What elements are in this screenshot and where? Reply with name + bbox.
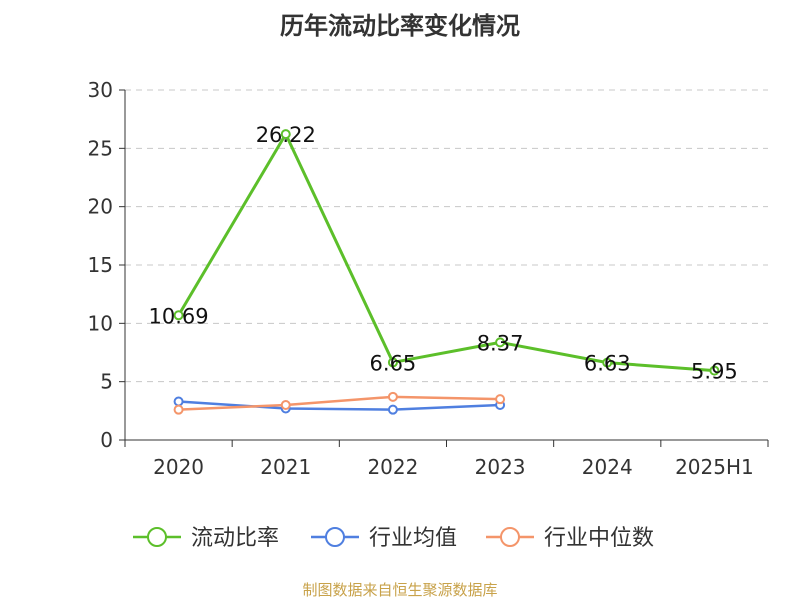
x-tick-label: 2022 — [367, 455, 418, 479]
legend-swatch-marker — [500, 527, 520, 547]
data-label: 6.63 — [584, 352, 631, 376]
data-point — [387, 404, 398, 415]
y-tick-label: 30 — [88, 78, 113, 102]
data-label: 5.95 — [691, 360, 738, 384]
data-point — [173, 396, 184, 407]
x-tick-label: 2023 — [475, 455, 526, 479]
x-tick-label: 2021 — [260, 455, 311, 479]
data-label: 10.69 — [149, 304, 209, 328]
series-line — [178, 395, 501, 411]
legend-swatch-marker — [325, 527, 345, 547]
legend: 流动比率 行业均值 行业中位数 — [133, 526, 654, 551]
data-point — [602, 357, 613, 368]
chart-title: 历年流动比率变化情况 — [280, 12, 520, 40]
y-tick-label: 10 — [88, 311, 113, 335]
legend-item: 行业均值 — [311, 526, 457, 551]
x-tick-label: 2024 — [582, 455, 633, 479]
data-point — [173, 404, 184, 415]
axes: 0 5 10 15 20 25 30 2020 2021 2022 2023 2024 2025H1 — [88, 78, 769, 479]
series-line — [177, 132, 715, 373]
data-point — [280, 129, 291, 140]
data-labels: 10.69 26.22 6.65 8.37 6.63 5.95 — [149, 123, 738, 383]
x-tick-label: 2025H1 — [675, 455, 754, 479]
legend-label: 行业中位数 — [544, 526, 654, 551]
y-tick-label: 0 — [100, 428, 113, 452]
grid-lines — [125, 89, 768, 383]
source-note: 制图数据来自恒生聚源数据库 — [302, 581, 498, 599]
series-line — [178, 400, 501, 411]
data-point — [387, 357, 398, 368]
data-point — [173, 310, 184, 321]
legend-item: 行业中位数 — [486, 526, 654, 551]
series-lines — [173, 129, 720, 415]
legend-label: 流动比率 — [191, 526, 279, 551]
y-tick-label: 5 — [100, 370, 113, 394]
legend-swatch-marker — [147, 527, 167, 547]
data-label: 26.22 — [256, 123, 316, 147]
x-tick-label: 2020 — [153, 455, 204, 479]
y-tick-label: 25 — [88, 136, 113, 160]
data-point — [280, 400, 291, 410]
legend-label: 行业均值 — [369, 526, 457, 551]
data-point — [709, 365, 720, 376]
data-label: 6.65 — [370, 351, 417, 375]
data-label: 8.37 — [477, 331, 524, 355]
data-point — [387, 391, 398, 402]
data-point — [495, 337, 506, 348]
y-tick-label: 15 — [88, 253, 113, 277]
legend-item: 流动比率 — [133, 526, 279, 551]
y-tick-label: 20 — [88, 195, 113, 219]
data-point — [495, 394, 506, 405]
